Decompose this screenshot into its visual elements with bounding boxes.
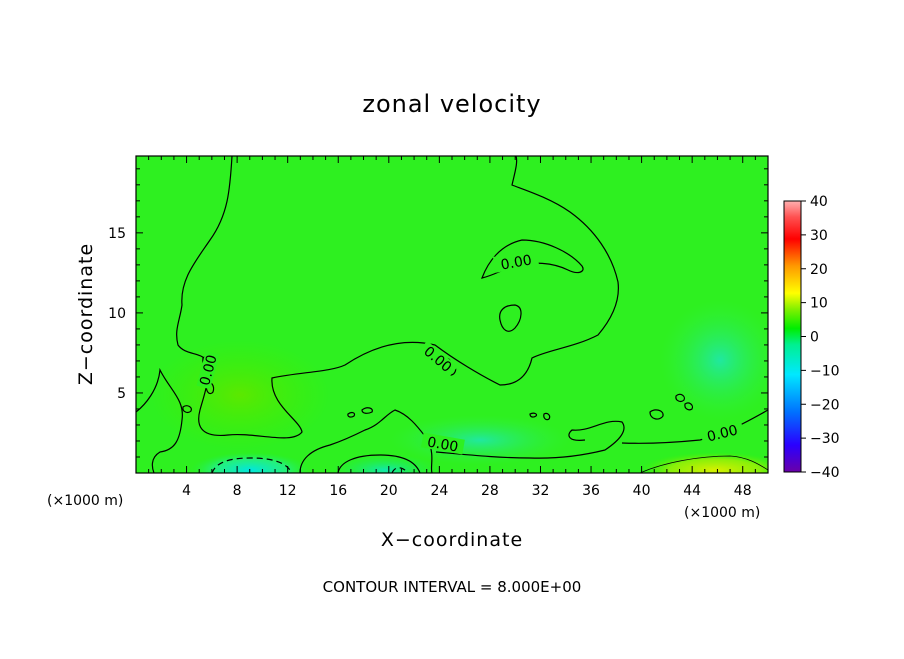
contour-bottom-right bbox=[435, 420, 625, 459]
x-axis-label: X−coordinate bbox=[381, 529, 523, 551]
contour-inner-bottom bbox=[337, 454, 421, 473]
field-blob-bottom-center bbox=[330, 454, 440, 473]
contour-ring-8 bbox=[649, 409, 664, 420]
contour-label-4: 0.00 bbox=[426, 434, 459, 455]
contour-right-band bbox=[621, 409, 768, 444]
colorbar-tick-label: −30 bbox=[810, 431, 840, 447]
colorbar-tick-label: −10 bbox=[810, 363, 840, 379]
x-tick-label: 40 bbox=[633, 483, 651, 499]
contour-label-1: 0.00 bbox=[500, 252, 533, 273]
contour-ring-12 bbox=[182, 405, 192, 413]
y-tick-label: 10 bbox=[108, 306, 126, 322]
colorbar-gradient bbox=[783, 200, 802, 473]
contour-labels: 0.00 0.00 0.00 0.00 0.00 bbox=[196, 249, 745, 456]
colorbar-tick-label: 30 bbox=[810, 228, 828, 244]
contour-negative-dashed bbox=[211, 457, 293, 473]
colorbar-tick-label: 40 bbox=[810, 194, 828, 210]
field-blob-right-aqua bbox=[660, 300, 768, 420]
contour-ring-6 bbox=[529, 412, 538, 418]
chart-title: zonal velocity bbox=[362, 90, 541, 118]
x-tick-label: 20 bbox=[380, 483, 398, 499]
contour-left-upper bbox=[176, 156, 620, 439]
x-tick-label: 8 bbox=[233, 483, 242, 499]
contour-ring-9 bbox=[675, 393, 685, 402]
colorbar-ticks: 40 30 20 10 0 −10 −20 −30 −40 bbox=[801, 194, 840, 481]
x-unit-note-left: (×1000 m) bbox=[47, 493, 123, 509]
field-blob-lower-left bbox=[150, 340, 330, 450]
contour-label-5: 0.00 bbox=[705, 422, 739, 445]
x-tick-label: 32 bbox=[532, 483, 550, 499]
field-blob-mid-aqua bbox=[390, 415, 570, 465]
field-blob-bottom-cyan bbox=[190, 452, 310, 473]
colorbar-tick-label: −20 bbox=[810, 397, 840, 413]
contour-ring-7 bbox=[543, 412, 551, 421]
x-tick-label: 44 bbox=[683, 483, 701, 499]
x-unit-note-right: (×1000 m) bbox=[684, 505, 760, 521]
x-tick-label: 4 bbox=[182, 483, 191, 499]
contour-negative-dashed-2 bbox=[391, 467, 409, 473]
colorbar-tick-label: 20 bbox=[810, 262, 828, 278]
y-axis-ticks: 5 10 15 bbox=[108, 168, 768, 458]
contour-small-oval bbox=[499, 304, 522, 332]
contour-ring-5 bbox=[361, 407, 373, 414]
x-tick-label: 36 bbox=[582, 483, 600, 499]
colorbar: 40 30 20 10 0 −10 −20 −30 −40 bbox=[783, 194, 840, 481]
contour-ring-11 bbox=[347, 411, 356, 418]
plot-area: 0.00 0.00 0.00 0.00 0.00 bbox=[136, 156, 768, 473]
y-axis-label: Z−coordinate bbox=[75, 243, 97, 385]
field-blob-bottom-yellow bbox=[640, 452, 768, 473]
contour-interval-note: CONTOUR INTERVAL = 8.000E+00 bbox=[323, 578, 582, 596]
contour-label-3: 0.00 bbox=[197, 353, 221, 387]
x-tick-label: 28 bbox=[481, 483, 499, 499]
contour-left-edge bbox=[136, 367, 183, 473]
colorbar-tick-label: 0 bbox=[810, 330, 819, 346]
contours bbox=[136, 156, 768, 473]
x-tick-label: 48 bbox=[734, 483, 752, 499]
colorbar-tick-label: 10 bbox=[810, 296, 828, 312]
x-tick-label: 16 bbox=[329, 483, 347, 499]
x-tick-label: 24 bbox=[430, 483, 448, 499]
colorbar-tick-label: −40 bbox=[810, 465, 840, 481]
contour-positive-thin bbox=[639, 455, 768, 473]
contour-ring-10 bbox=[684, 402, 694, 411]
y-tick-label: 5 bbox=[117, 386, 126, 402]
y-tick-label: 15 bbox=[108, 226, 126, 242]
x-axis-ticks: 4 8 12 16 20 24 28 32 36 40 44 48 bbox=[148, 156, 756, 499]
x-tick-label: 12 bbox=[279, 483, 297, 499]
